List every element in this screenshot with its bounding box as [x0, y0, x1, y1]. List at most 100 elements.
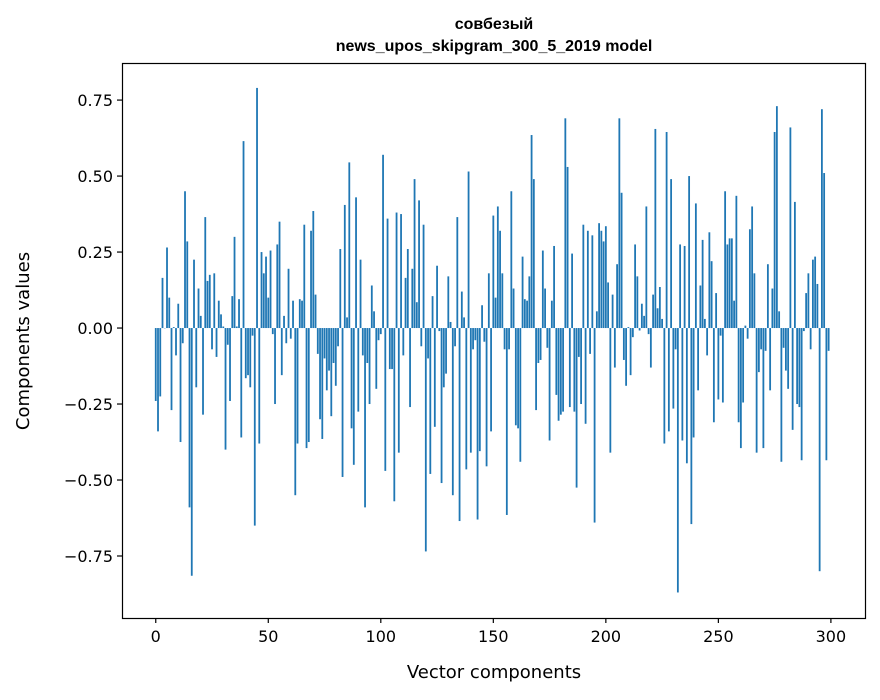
bar	[243, 141, 245, 328]
bar	[744, 326, 746, 328]
bar	[371, 285, 373, 328]
bar	[400, 214, 402, 328]
bar	[306, 328, 308, 448]
bar	[294, 328, 296, 495]
bar	[177, 304, 179, 328]
bar	[600, 231, 602, 328]
bar	[211, 328, 213, 349]
bar	[155, 328, 157, 401]
bar	[157, 328, 159, 431]
bar	[816, 284, 818, 328]
bar	[438, 328, 440, 331]
bar	[794, 202, 796, 328]
bar	[375, 328, 377, 389]
bar	[288, 269, 290, 328]
bar	[360, 260, 362, 328]
bar	[272, 328, 274, 334]
x-tick-label: 50	[258, 627, 278, 646]
bar	[452, 328, 454, 495]
bar	[283, 316, 285, 328]
bar	[582, 225, 584, 328]
bar	[801, 328, 803, 460]
bar	[463, 317, 465, 328]
chart-title-line1: совбезый	[455, 16, 534, 33]
bar	[382, 155, 384, 328]
bar	[643, 316, 645, 328]
bar	[537, 328, 539, 363]
bar	[166, 247, 168, 328]
bar	[189, 328, 191, 507]
bar	[735, 196, 737, 328]
bar	[281, 328, 283, 375]
bar	[389, 328, 391, 369]
bar	[591, 235, 593, 328]
bar	[810, 328, 812, 349]
bar	[510, 191, 512, 328]
bar	[182, 328, 184, 343]
bar	[819, 328, 821, 571]
bar	[391, 328, 393, 369]
bar	[339, 249, 341, 328]
bar	[792, 328, 794, 430]
bar	[690, 328, 692, 524]
bar	[650, 328, 652, 368]
bar	[560, 328, 562, 415]
bar	[513, 289, 515, 329]
bar	[785, 328, 787, 371]
bar	[528, 276, 530, 328]
bar	[675, 328, 677, 349]
bar	[225, 328, 227, 450]
bar	[173, 327, 175, 328]
bar	[454, 328, 456, 346]
bar	[598, 223, 600, 328]
bar	[670, 179, 672, 328]
bar	[387, 219, 389, 328]
bar	[706, 328, 708, 355]
bar	[297, 328, 299, 443]
bar	[522, 257, 524, 328]
bar	[580, 328, 582, 404]
bar	[544, 289, 546, 329]
bar	[384, 328, 386, 471]
bar	[393, 328, 395, 501]
bar	[762, 328, 764, 448]
bar	[681, 328, 683, 440]
bar	[738, 328, 740, 422]
y-tick-label: −0.25	[64, 395, 113, 414]
bar	[515, 328, 517, 425]
y-tick-label: −0.75	[64, 547, 113, 566]
bar	[657, 308, 659, 328]
bar	[366, 328, 368, 363]
bar	[668, 328, 670, 431]
bar	[499, 231, 501, 328]
bar	[315, 295, 317, 328]
bar	[265, 257, 267, 328]
bar	[252, 328, 254, 336]
bar	[279, 222, 281, 328]
chart-title-line2: news_upos_skipgram_300_5_2019 model	[336, 38, 653, 55]
bar	[416, 302, 418, 328]
bar	[256, 88, 258, 328]
bar	[828, 328, 830, 351]
bar	[456, 217, 458, 328]
bar	[663, 328, 665, 443]
y-axis-label: Components values	[13, 252, 34, 430]
bar	[402, 328, 404, 355]
bar	[652, 295, 654, 328]
bar	[274, 328, 276, 404]
bar	[427, 328, 429, 358]
bar	[697, 328, 699, 390]
bar	[495, 298, 497, 328]
bar	[603, 241, 605, 328]
bar	[688, 176, 690, 328]
bar	[222, 327, 224, 329]
bar	[558, 328, 560, 421]
bar	[769, 328, 771, 390]
bar	[321, 328, 323, 439]
bar	[162, 278, 164, 328]
bar	[441, 328, 443, 483]
bar	[645, 206, 647, 328]
bar	[459, 328, 461, 521]
